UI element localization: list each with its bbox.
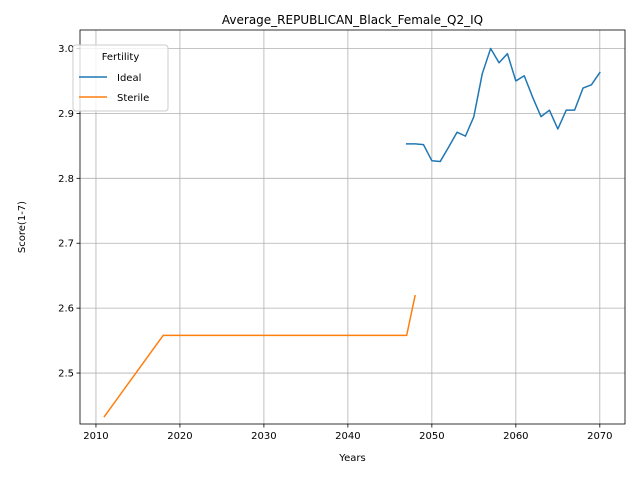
series-line-sterile xyxy=(103,294,416,418)
y-tick-label: 2.8 xyxy=(58,174,74,185)
x-axis-ticks: 2010 2020 2030 2040 2050 2060 2070 xyxy=(83,424,613,442)
legend-box xyxy=(72,44,169,112)
x-axis-label: Years xyxy=(338,453,365,464)
x-tick-label: 2010 xyxy=(83,431,108,442)
x-tick-label: 2030 xyxy=(251,431,276,442)
y-tick-label: 2.6 xyxy=(58,304,74,315)
x-tick-label: 2060 xyxy=(503,431,528,442)
legend-title: Fertility xyxy=(102,52,140,63)
y-tick-label: 2.7 xyxy=(58,239,74,250)
series-line-ideal xyxy=(405,47,601,163)
legend: Fertility Ideal Sterile xyxy=(72,44,169,112)
x-tick-label: 2070 xyxy=(587,431,612,442)
x-tick-label: 2020 xyxy=(167,431,192,442)
series-layer xyxy=(103,47,601,418)
x-tick-label: 2040 xyxy=(335,431,360,442)
y-tick-label: 3.0 xyxy=(58,44,74,55)
x-tick-label: 2050 xyxy=(419,431,444,442)
legend-label-ideal: Ideal xyxy=(117,73,141,84)
y-axis-ticks: 2.5 2.6 2.7 2.8 2.9 3.0 xyxy=(58,44,80,380)
legend-label-sterile: Sterile xyxy=(117,93,149,104)
y-tick-label: 2.9 xyxy=(58,109,74,120)
plot-frame xyxy=(79,29,626,425)
y-axis-label: Score(1-7) xyxy=(17,201,28,253)
chart-title: Average_REPUBLICAN_Black_Female_Q2_IQ xyxy=(222,13,483,27)
grid xyxy=(80,30,625,424)
y-tick-label: 2.5 xyxy=(58,369,74,380)
